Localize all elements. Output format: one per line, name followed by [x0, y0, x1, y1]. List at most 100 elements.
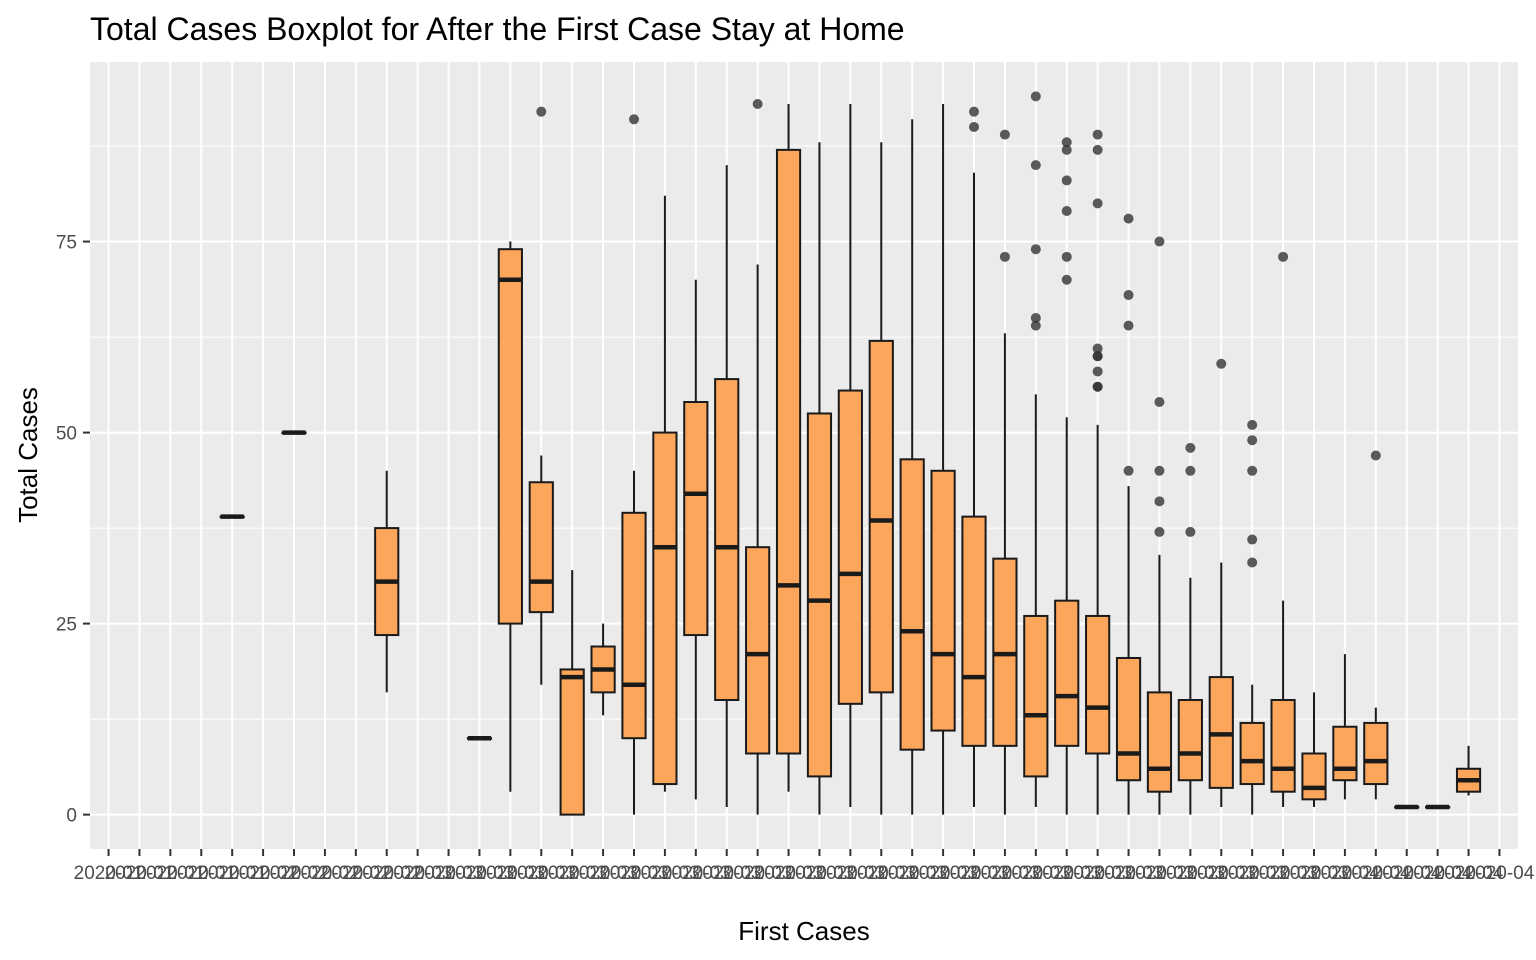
- x-tick-label: 2020-03: [723, 863, 793, 884]
- x-tick-label: 2020-03: [970, 863, 1040, 884]
- box-group: [1054, 137, 1080, 815]
- outlier-point: [1092, 351, 1103, 362]
- outlier-point: [1247, 435, 1258, 446]
- x-tick-label: 2020-03: [939, 863, 1009, 884]
- box-group: [1177, 442, 1203, 815]
- outlier-point: [1030, 320, 1041, 331]
- iqr-box: [528, 481, 554, 614]
- iqr-box: [652, 431, 678, 786]
- outlier-point: [1061, 144, 1072, 155]
- x-tick-label: 2020-03: [383, 863, 453, 884]
- x-tick-label: 2020-01: [166, 863, 236, 884]
- iqr-box: [745, 546, 771, 755]
- x-tick-label: 2020-03: [785, 863, 855, 884]
- x-tick-label: 2020-04: [1341, 863, 1411, 884]
- box-group: [652, 195, 678, 792]
- iqr-box: [1146, 691, 1173, 793]
- box-group: [1239, 419, 1265, 815]
- outlier-point: [1123, 320, 1134, 331]
- box-group: [1208, 358, 1234, 807]
- x-tick-label: 2020-03: [1217, 863, 1287, 884]
- outlier-point: [1154, 496, 1165, 507]
- x-tick-label: 2020-01: [74, 863, 144, 884]
- outlier-point: [1061, 137, 1072, 148]
- outlier-point: [999, 129, 1010, 140]
- x-tick-label: 2020-03: [599, 863, 669, 884]
- outlier-point: [1154, 397, 1165, 408]
- x-tick-label: 2020-04: [1434, 863, 1504, 884]
- iqr-box: [961, 515, 987, 747]
- x-tick-label: 2020-03: [692, 863, 762, 884]
- box-group: [899, 119, 925, 815]
- box-group: [1425, 804, 1451, 810]
- iqr-box: [1301, 752, 1327, 801]
- box-group: [837, 104, 863, 807]
- y-tick-label: 75: [56, 233, 77, 254]
- box-group: [683, 279, 709, 800]
- iqr-box: [806, 412, 833, 778]
- iqr-box: [1115, 656, 1142, 782]
- outlier-point: [1154, 236, 1165, 247]
- box-group: [1023, 91, 1049, 807]
- outlier-point: [1061, 205, 1072, 216]
- x-tick-label: 2020-02: [352, 863, 422, 884]
- outlier-point: [1092, 343, 1103, 354]
- box-group: [1115, 213, 1142, 815]
- iqr-box: [837, 389, 863, 705]
- y-tick-label: 25: [56, 615, 77, 636]
- iqr-box: [1239, 721, 1265, 786]
- x-tick-label: 2020-03: [1094, 863, 1164, 884]
- x-axis-title: First Cases: [738, 916, 869, 946]
- outlier-point: [1061, 274, 1072, 285]
- iqr-box: [714, 378, 740, 702]
- outlier-point: [1092, 381, 1103, 392]
- x-tick-label: 2020-03: [754, 863, 824, 884]
- outlier-point: [1216, 358, 1227, 369]
- x-tick-label: 2020-03: [1125, 863, 1195, 884]
- box-group: [466, 735, 493, 741]
- box-group: [1363, 450, 1389, 800]
- iqr-box: [621, 511, 647, 740]
- outlier-point: [1123, 290, 1134, 301]
- iqr-box: [1023, 614, 1049, 778]
- x-tick-label: 2020-04: [1465, 863, 1535, 884]
- outlier-point: [969, 121, 979, 132]
- box-group: [1270, 251, 1296, 807]
- x-tick-label: 2020-03: [445, 863, 515, 884]
- outlier-point: [1278, 251, 1289, 262]
- box-group: [374, 470, 400, 693]
- iqr-box: [1363, 721, 1389, 786]
- outlier-point: [1092, 198, 1103, 209]
- outlier-point: [999, 251, 1010, 262]
- iqr-box: [775, 148, 802, 755]
- outlier-point: [1247, 465, 1258, 476]
- box-group: [1301, 692, 1327, 807]
- axis-layer: 02550752020-012020-012020-012020-012020-…: [56, 233, 1535, 884]
- x-tick-label: 2020-03: [1248, 863, 1318, 884]
- x-tick-label: 2020-03: [1279, 863, 1349, 884]
- box-group: [930, 104, 956, 815]
- chart-title: Total Cases Boxplot for After the First …: [90, 11, 905, 47]
- iqr-box: [930, 469, 956, 732]
- iqr-box: [1177, 699, 1203, 782]
- iqr-box: [497, 248, 523, 625]
- box-group: [1394, 804, 1420, 810]
- x-tick-label: 2020-03: [1063, 863, 1133, 884]
- outlier-point: [969, 106, 979, 117]
- x-tick-label: 2020-02: [228, 863, 298, 884]
- outlier-point: [1061, 251, 1072, 262]
- outlier-point: [1185, 526, 1196, 537]
- y-axis-title: Total Cases: [13, 387, 43, 523]
- box-group: [528, 106, 554, 685]
- iqr-box: [683, 401, 709, 637]
- iqr-box: [868, 339, 894, 694]
- outlier-point: [1092, 144, 1103, 155]
- outlier-point: [1123, 213, 1134, 224]
- x-tick-label: 2020-04: [1310, 863, 1380, 884]
- box-group: [961, 106, 987, 807]
- box-group: [745, 99, 771, 815]
- x-tick-label: 2020-03: [1186, 863, 1256, 884]
- x-tick-label: 2020-03: [661, 863, 731, 884]
